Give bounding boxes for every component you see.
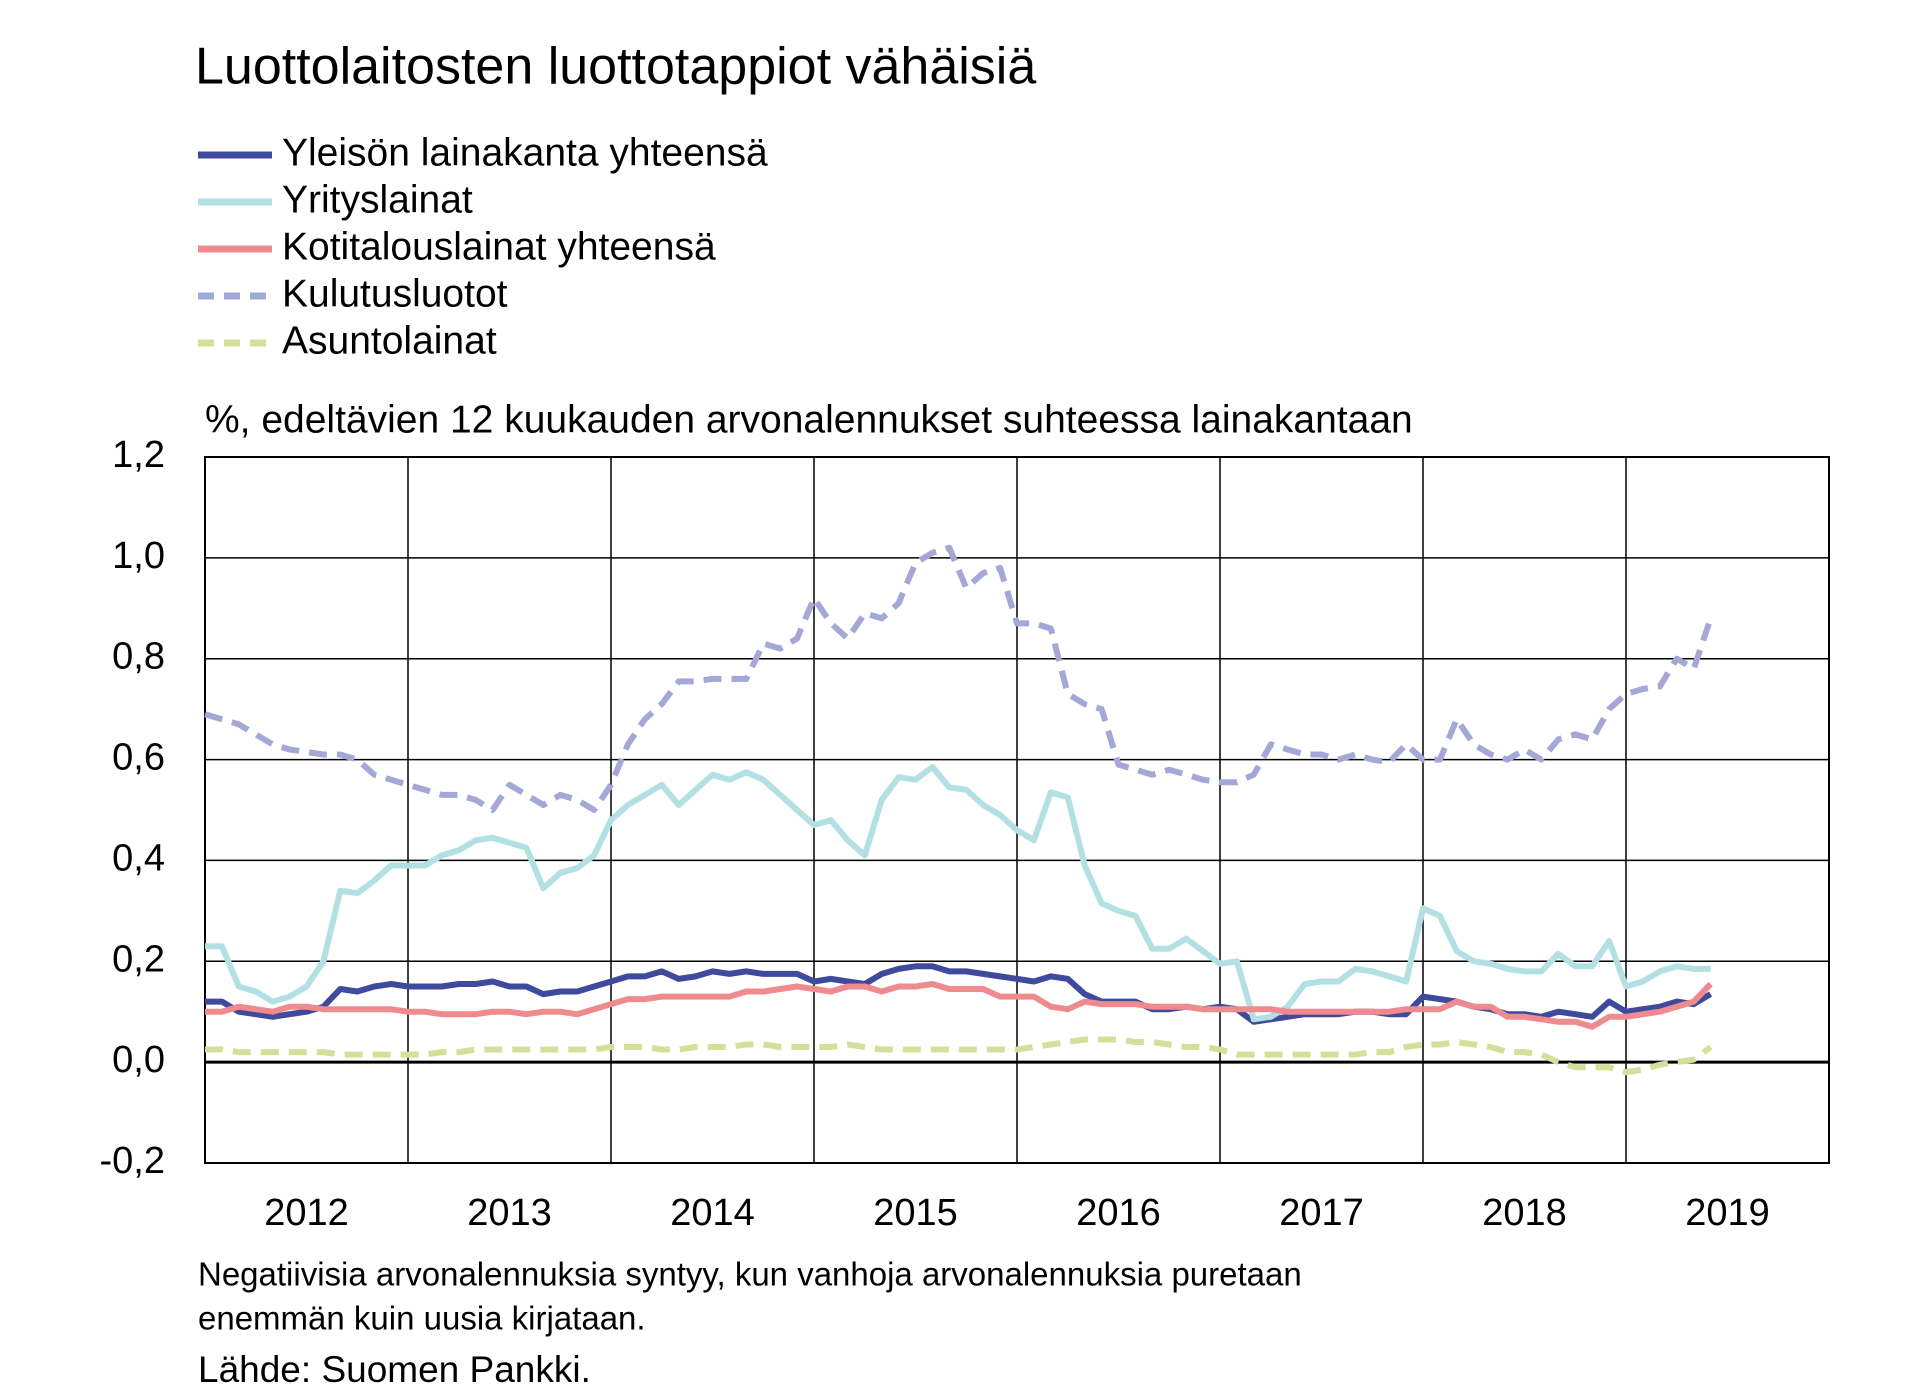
x-tick-label: 2019 — [1685, 1192, 1770, 1234]
y-tick-label: 1,0 — [112, 535, 165, 577]
y-tick-label: 0,2 — [112, 938, 165, 980]
legend-label: Yrityslainat — [282, 178, 473, 221]
x-tick-label: 2013 — [467, 1192, 552, 1234]
y-tick-label: -0,2 — [100, 1140, 165, 1182]
x-tick-label: 2012 — [264, 1192, 349, 1234]
legend-label: Kotitalouslainat yhteensä — [282, 225, 716, 268]
x-tick-label: 2015 — [873, 1192, 958, 1234]
x-tick-label: 2017 — [1279, 1192, 1364, 1234]
x-tick-label: 2016 — [1076, 1192, 1161, 1234]
y-tick-label: 1,2 — [112, 434, 165, 476]
x-tick-label: 2018 — [1482, 1192, 1567, 1234]
chart-subtitle: %, edeltävien 12 kuukauden arvonalennuks… — [205, 398, 1413, 441]
legend-label: Asuntolainat — [282, 319, 497, 362]
x-tick-label: 2014 — [670, 1192, 755, 1234]
series-line — [205, 981, 1713, 1030]
note: Negatiivisia arvonalennuksia syntyy, kun… — [198, 1256, 1302, 1293]
series-line — [204, 544, 1714, 813]
note: enemmän kuin uusia kirjataan. — [198, 1300, 646, 1337]
source: Lähde: Suomen Pankki. — [198, 1349, 591, 1390]
y-tick-label: 0,8 — [112, 636, 165, 678]
series-line — [205, 764, 1711, 1023]
y-tick-label: 0,6 — [112, 737, 165, 779]
y-tick-label: 0,4 — [112, 837, 165, 879]
chart-title: Luottolaitosten luottotappiot vähäisiä — [195, 38, 1036, 96]
legend-label: Kulutusluotot — [282, 272, 508, 315]
series-line — [205, 1036, 1713, 1076]
y-tick-label: 0,0 — [112, 1039, 165, 1081]
plot-frame — [204, 456, 1830, 1164]
legend-label: Yleisön lainakanta yhteensä — [282, 131, 768, 174]
